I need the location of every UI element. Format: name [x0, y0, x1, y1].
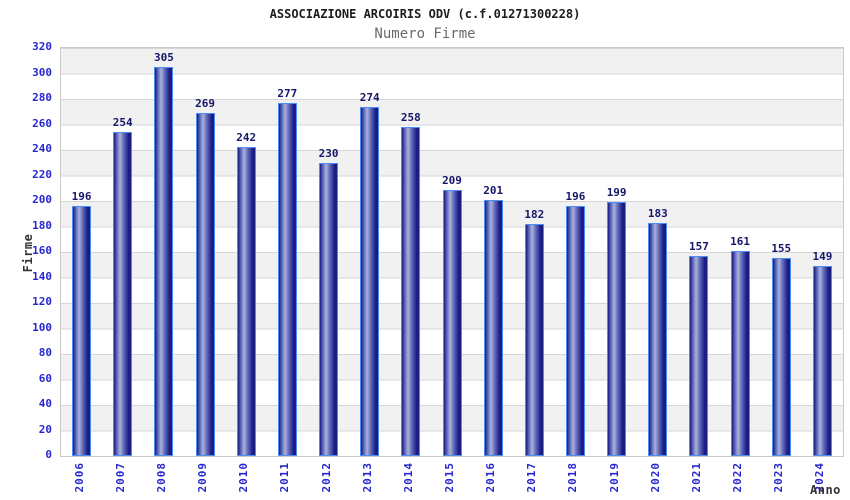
x-axis-title: Anno	[810, 483, 841, 497]
bar-value-label: 161	[730, 234, 751, 248]
y-axis-tick-label: 120	[32, 295, 52, 308]
y-axis-tick-label: 100	[32, 320, 52, 334]
y-axis-tick-label: 20	[38, 422, 52, 436]
x-axis-tick-label: 2023	[772, 462, 786, 493]
y-axis-title: Firme	[21, 233, 35, 273]
x-axis-tick-label: 2010	[237, 462, 251, 493]
x-axis-tick-label: 2012	[319, 462, 333, 493]
bar-value-label: 242	[236, 131, 257, 145]
bar-2022	[730, 250, 750, 456]
bar-value-label: 277	[277, 86, 298, 100]
x-axis-tick-label: 2013	[360, 462, 374, 493]
bar-2020	[648, 222, 668, 456]
chart-subtitle: Numero Firme	[374, 26, 476, 42]
bar-value-label: 196	[565, 190, 586, 204]
bar-value-label: 201	[483, 183, 504, 197]
x-axis-tick-label: 2019	[607, 462, 621, 493]
chart-title: ASSOCIAZIONE ARCOIRIS ODV (c.f.012713002…	[269, 7, 581, 21]
y-axis-tick-label: 140	[32, 269, 52, 283]
bar-2021	[689, 255, 709, 456]
bar-2006	[72, 206, 92, 456]
bar-2023	[771, 258, 791, 456]
x-axis-tick-label: 2009	[196, 462, 210, 493]
bar-2014	[401, 127, 421, 456]
y-axis-tick-label: 0	[45, 448, 52, 461]
x-axis-tick-label: 2007	[113, 462, 127, 493]
x-axis-tick-label: 2016	[484, 462, 498, 493]
bar-2015	[442, 189, 462, 456]
bar-value-label: 196	[71, 190, 92, 204]
bar-2012	[319, 162, 339, 456]
y-axis-tick-label: 40	[38, 397, 52, 410]
x-axis-tick-label: 2021	[689, 462, 703, 493]
y-axis-tick-label: 240	[32, 142, 52, 155]
bar-value-label: 209	[442, 173, 462, 187]
bar-value-label: 258	[400, 111, 421, 125]
bar-value-label: 274	[359, 90, 380, 104]
bar-value-label: 230	[318, 146, 339, 160]
y-axis-tick-label: 180	[32, 218, 52, 232]
bar-2016	[483, 199, 503, 456]
bar-value-label: 183	[647, 206, 668, 220]
y-axis-tick-label: 280	[32, 91, 52, 104]
x-axis-tick-label: 2018	[566, 462, 580, 493]
x-axis-tick-label: 2014	[401, 462, 415, 493]
bar-value-label: 269	[195, 97, 215, 111]
bar-2013	[360, 106, 380, 456]
y-axis-tick-label: 200	[32, 193, 52, 206]
y-axis-tick-label: 80	[38, 346, 52, 359]
bar-value-label: 155	[771, 242, 792, 256]
bar-2024	[812, 266, 832, 456]
y-axis-tick-label: 60	[38, 371, 52, 385]
bar-value-label: 157	[689, 239, 709, 253]
bar-value-label: 305	[153, 51, 174, 65]
x-axis-tick-label: 2017	[525, 462, 539, 493]
x-axis-tick-label: 2015	[443, 462, 456, 493]
bar-value-label: 182	[524, 207, 545, 221]
plot-area: 196 254 305 269 242 277 230 274 258 209 201 182 196 1…	[60, 47, 844, 457]
x-axis-tick-label: 2008	[154, 462, 168, 493]
bar-value-label: 149	[812, 250, 833, 264]
x-axis-tick-label: 2011	[278, 462, 292, 493]
y-axis-tick-label: 260	[32, 116, 52, 130]
y-axis-tick-label: 220	[32, 167, 52, 181]
x-axis-tick-label: 2022	[731, 462, 745, 493]
x-axis-tick-label: 2020	[648, 462, 662, 493]
bar-2008	[154, 67, 174, 456]
bar-2018	[565, 206, 585, 456]
bar-2019	[607, 202, 627, 456]
bar-value-label: 254	[112, 116, 133, 130]
bar-2009	[195, 113, 215, 456]
bar-2017	[524, 223, 544, 456]
x-axis-tick-label: 2006	[72, 462, 86, 493]
y-axis-tick-label: 160	[32, 244, 52, 257]
y-axis-tick-label: 300	[32, 65, 52, 79]
bar-2007	[113, 132, 133, 456]
y-axis-tick-label: 320	[32, 40, 52, 53]
bar-2010	[236, 147, 256, 456]
bar-2011	[277, 102, 297, 456]
bar-value-label: 199	[606, 186, 627, 200]
